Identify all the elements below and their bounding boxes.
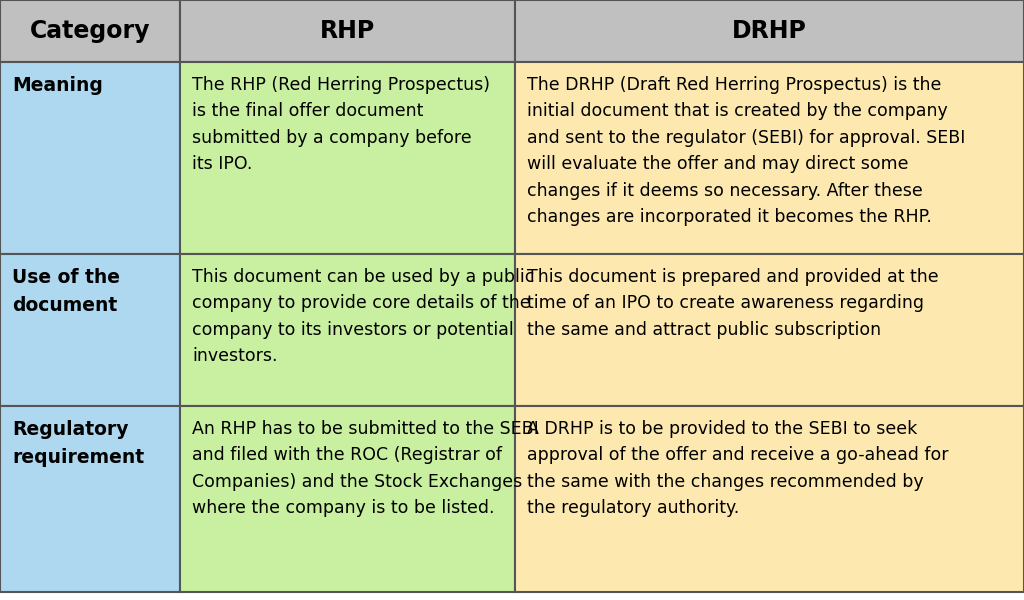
- Text: An RHP has to be submitted to the SEBI
and filed with the ROC (Registrar of
Comp: An RHP has to be submitted to the SEBI a…: [193, 420, 539, 517]
- Text: Regulatory
requirement: Regulatory requirement: [12, 420, 144, 467]
- Bar: [180, 254, 515, 406]
- Text: Meaning: Meaning: [12, 76, 102, 95]
- Bar: [515, 0, 1024, 62]
- Bar: [180, 62, 515, 254]
- Text: The DRHP (Draft Red Herring Prospectus) is the
initial document that is created : The DRHP (Draft Red Herring Prospectus) …: [527, 76, 966, 226]
- Bar: [0, 406, 180, 592]
- Text: The RHP (Red Herring Prospectus)
is the final offer document
submitted by a comp: The RHP (Red Herring Prospectus) is the …: [193, 76, 490, 173]
- Bar: [515, 62, 1024, 254]
- Bar: [0, 0, 180, 62]
- Bar: [180, 406, 515, 592]
- Bar: [515, 406, 1024, 592]
- Bar: [0, 62, 180, 254]
- Text: A DRHP is to be provided to the SEBI to seek
approval of the offer and receive a: A DRHP is to be provided to the SEBI to …: [527, 420, 948, 517]
- Bar: [0, 254, 180, 406]
- Text: Category: Category: [30, 19, 151, 43]
- Text: Use of the
document: Use of the document: [12, 268, 120, 315]
- Text: This document can be used by a public
company to provide core details of the
com: This document can be used by a public co…: [193, 268, 535, 365]
- Text: This document is prepared and provided at the
time of an IPO to create awareness: This document is prepared and provided a…: [527, 268, 939, 339]
- Bar: [515, 254, 1024, 406]
- Text: DRHP: DRHP: [732, 19, 807, 43]
- Text: RHP: RHP: [319, 19, 375, 43]
- Bar: [180, 0, 515, 62]
